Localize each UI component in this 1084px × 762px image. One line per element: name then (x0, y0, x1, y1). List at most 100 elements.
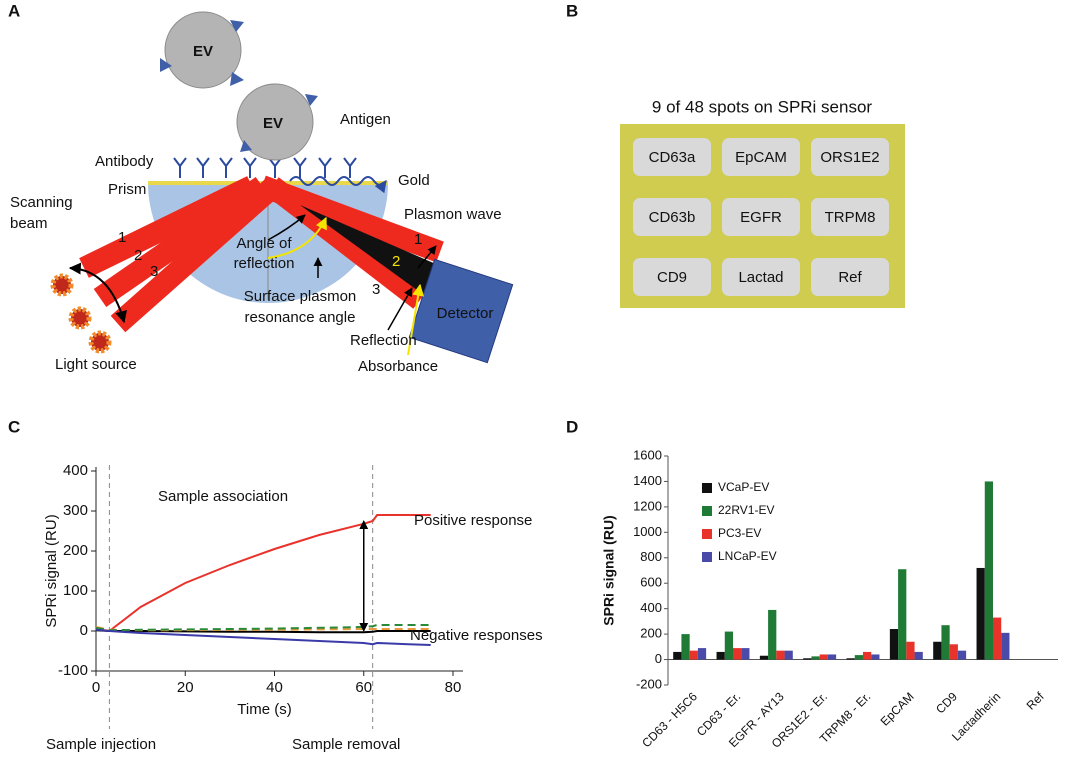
spot-label: CD9 (657, 269, 687, 286)
spot (722, 258, 800, 296)
x-tick-label: 20 (177, 679, 194, 696)
spot (811, 138, 889, 176)
legend-label: PC3-EV (718, 526, 761, 540)
bar (741, 648, 750, 660)
spot (722, 198, 800, 236)
bar (673, 651, 682, 660)
bar (724, 631, 733, 660)
antibodies (173, 157, 357, 178)
bar (697, 648, 707, 660)
y-axis-title: SPRi signal (RU) (601, 515, 617, 625)
spot (722, 138, 800, 176)
annotation: Sample removal (292, 736, 400, 753)
angle-arrow (267, 214, 306, 241)
x-tick-label: 60 (355, 679, 372, 696)
label: reflection (234, 255, 295, 272)
ev-label: EV (263, 115, 283, 132)
bar (768, 609, 777, 660)
bar (689, 650, 698, 660)
ev (164, 11, 242, 89)
spot-label: ORS1E2 (820, 149, 879, 166)
y-tick-label: -200 (636, 676, 662, 691)
bar (889, 629, 899, 660)
bar (827, 654, 837, 660)
beam-number: 3 (150, 263, 158, 280)
bar (811, 656, 820, 660)
spot-label: EpCAM (735, 149, 787, 166)
label: Reflection (350, 332, 417, 349)
label: Detector (437, 305, 494, 322)
y-axis-title: SPRi signal (RU) (43, 514, 60, 627)
sensor-title: 9 of 48 spots on SPRi sensor (652, 97, 873, 116)
label: Scanning (10, 194, 73, 211)
y-tick-label: 400 (640, 600, 662, 615)
bar (733, 648, 742, 660)
legend-swatch (702, 483, 712, 493)
bar (984, 481, 993, 660)
spot (811, 258, 889, 296)
label: Angle of (236, 235, 292, 252)
label: Plasmon wave (404, 206, 502, 223)
label: Antibody (95, 153, 154, 170)
x-tick-label: Ref (1024, 689, 1048, 713)
bar (933, 641, 942, 660)
panel-label: C (8, 417, 20, 436)
spot-label: Lactad (738, 269, 783, 286)
y-tick-label: 1000 (633, 524, 662, 539)
bar (681, 634, 690, 660)
bar (941, 625, 950, 660)
legend-label: LNCaP-EV (718, 549, 777, 563)
bar (716, 651, 725, 660)
bar (1001, 632, 1010, 660)
annotation: Sample injection (46, 736, 156, 753)
detector (408, 258, 514, 364)
y-tick-label: 800 (640, 549, 662, 564)
series-line (95, 628, 431, 646)
spot (633, 138, 711, 176)
beam-number: 1 (118, 229, 126, 246)
annotation: Negative responses (410, 627, 543, 644)
x-tick-label: CD63 - H5C6 (639, 689, 700, 750)
y-tick-label: 200 (640, 626, 662, 641)
legend-label: VCaP-EV (718, 480, 769, 494)
bar (803, 658, 812, 660)
angle-arrow (267, 216, 327, 259)
spot-label: TRPM8 (825, 209, 876, 226)
spot (633, 258, 711, 296)
annotation: Positive response (414, 512, 532, 529)
beam-number: 1 (414, 231, 422, 248)
ev-label: EV (193, 43, 213, 60)
y-tick-label: -100 (58, 662, 88, 679)
y-tick-label: 400 (63, 462, 88, 479)
panel-label: B (566, 1, 578, 20)
bar (976, 567, 985, 660)
bar (957, 650, 967, 660)
reflection-arrow (417, 245, 437, 269)
bar (784, 650, 793, 660)
spot (811, 198, 889, 236)
panel-label: D (566, 417, 578, 436)
label: Prism (108, 181, 146, 198)
y-tick-label: 1400 (633, 473, 662, 488)
series-line (95, 626, 431, 632)
label: Antigen (340, 111, 391, 128)
bar (949, 644, 958, 660)
ev (236, 83, 314, 161)
spot-label: Ref (838, 269, 862, 286)
scanning-beams (79, 175, 444, 333)
legend-swatch (702, 529, 712, 539)
y-tick-label: 300 (63, 502, 88, 519)
scan-arrow (68, 262, 127, 324)
label: Gold (398, 172, 430, 189)
beam-number: 3 (372, 281, 380, 298)
legend-label: 22RV1-EV (718, 503, 774, 517)
bar (776, 650, 785, 660)
bar (898, 569, 907, 660)
bar (914, 651, 923, 660)
spot-label: CD63b (649, 209, 696, 226)
y-tick-label: 200 (63, 542, 88, 559)
panel-label: A (8, 1, 20, 20)
label: Light source (55, 356, 137, 373)
label: Surface plasmon (244, 288, 357, 305)
